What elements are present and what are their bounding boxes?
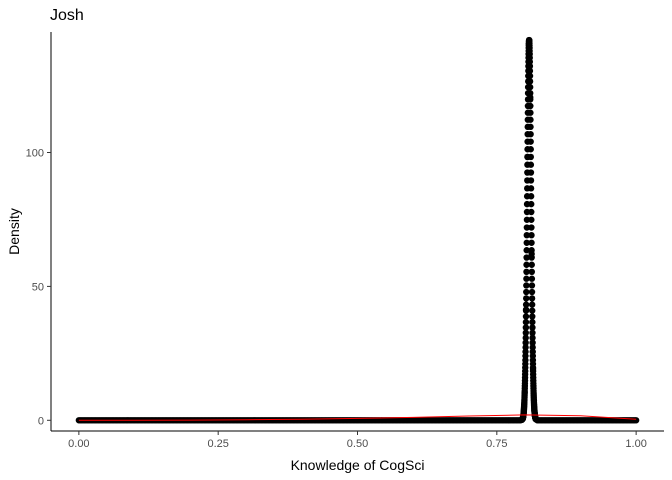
density-point (527, 109, 534, 116)
density-point (528, 224, 535, 231)
density-point (527, 116, 534, 123)
density-point (527, 130, 534, 138)
density-point (522, 348, 529, 355)
x-axis-ticks: 0.00 0.25 0.50 0.75 1.00 (68, 431, 647, 450)
density-point (529, 344, 536, 351)
density-point (528, 288, 536, 296)
density-point (528, 239, 535, 246)
y-axis-ticks: 0 50 100 (26, 148, 51, 427)
density-point (526, 72, 534, 80)
density-point (529, 339, 536, 346)
density-point (528, 208, 535, 216)
density-point (527, 161, 535, 168)
density-point (522, 344, 529, 351)
density-point (526, 83, 534, 91)
density-point (522, 324, 530, 331)
density-point (522, 313, 530, 320)
x-tick-label: 0.00 (68, 438, 89, 450)
density-point (523, 268, 530, 276)
density-point (523, 239, 530, 246)
density-point (527, 177, 535, 184)
x-axis-title: Knowledge of CogSci (291, 457, 425, 473)
density-point (523, 282, 530, 289)
chart-title: Josh (50, 7, 84, 24)
prior-density-line (78, 414, 637, 421)
x-tick-label: 0.25 (207, 438, 228, 450)
density-point (527, 193, 535, 200)
density-point (529, 313, 536, 320)
y-tick-label: 50 (32, 281, 44, 293)
density-point (523, 275, 530, 282)
density-point (527, 102, 534, 110)
x-tick-label: 0.75 (486, 438, 507, 450)
density-point (527, 169, 535, 176)
density-point (527, 96, 534, 103)
density-point (522, 306, 530, 313)
density-point (522, 339, 529, 346)
density-point (527, 123, 534, 131)
density-point (523, 288, 530, 296)
density-point (527, 138, 534, 145)
density-point (526, 67, 534, 75)
density-point (522, 295, 530, 302)
density-point (528, 268, 536, 276)
density-point (522, 301, 530, 308)
density-point (528, 231, 535, 239)
density-point (528, 275, 536, 282)
density-point (529, 318, 536, 326)
density-point (526, 78, 534, 85)
density-point (526, 62, 534, 70)
density-point (527, 146, 534, 153)
density-point (522, 329, 529, 337)
density-point (529, 329, 536, 337)
y-tick-label: 0 (38, 415, 44, 427)
density-point (528, 254, 535, 261)
density-point (528, 261, 535, 268)
density-point (632, 417, 640, 424)
density-point (528, 282, 536, 289)
plot-area (75, 36, 640, 424)
density-point (527, 185, 535, 192)
density-point (529, 334, 536, 342)
density-point (523, 231, 530, 239)
density-point (529, 307, 536, 314)
density-point (523, 247, 530, 254)
density-point (528, 295, 536, 302)
density-point (522, 318, 530, 326)
y-tick-label: 100 (26, 148, 44, 160)
density-point (522, 334, 529, 342)
density-point (528, 216, 535, 223)
density-point (528, 301, 536, 308)
density-point (523, 254, 530, 261)
density-point (523, 216, 531, 223)
density-point (529, 324, 536, 331)
density-point (523, 224, 531, 231)
x-tick-label: 1.00 (625, 438, 646, 450)
density-point (523, 261, 530, 268)
y-axis-title: Density (6, 208, 22, 255)
density-point (528, 200, 535, 208)
density-point (527, 153, 535, 161)
x-tick-label: 0.50 (347, 438, 368, 450)
